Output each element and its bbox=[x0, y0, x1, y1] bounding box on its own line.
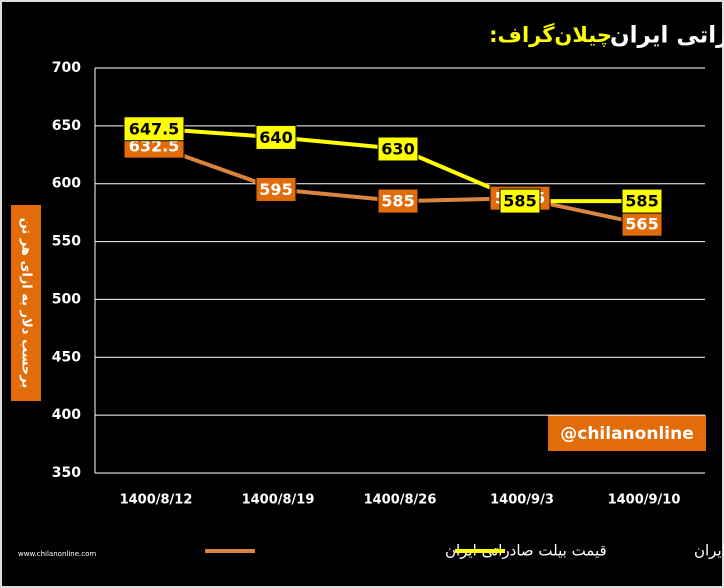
y-tick-label: 700 bbox=[52, 60, 81, 76]
legend-label: قیمت بیلت صادراتی ایران bbox=[445, 542, 607, 560]
y-axis-label: برحسب دلار به ازای هر تن bbox=[19, 218, 34, 389]
value-label-box bbox=[255, 124, 297, 150]
x-tick-label: 1400/8/26 bbox=[364, 493, 437, 508]
value-label-box bbox=[255, 177, 297, 202]
y-tick-label: 600 bbox=[52, 176, 81, 192]
chart-title: روند قیمت فولاد صادراتی ایران bbox=[610, 23, 724, 49]
y-tick-label: 550 bbox=[52, 234, 81, 250]
y-tick-label: 400 bbox=[52, 407, 81, 423]
value-label: 640 bbox=[259, 128, 292, 147]
x-tick-label: 1400/8/19 bbox=[242, 493, 315, 508]
x-tick-label: 1400/9/10 bbox=[608, 493, 681, 508]
value-label-box bbox=[123, 116, 185, 142]
value-label: 595 bbox=[259, 180, 292, 199]
brand: چیلان‌گراف: bbox=[489, 22, 612, 47]
y-tick-label: 500 bbox=[52, 291, 81, 307]
y-label-box bbox=[11, 205, 41, 401]
value-label: 647.5 bbox=[129, 119, 180, 138]
value-label: 585 bbox=[503, 192, 536, 211]
x-tick-label: 1400/9/3 bbox=[490, 493, 554, 508]
y-tick-label: 650 bbox=[52, 118, 81, 134]
watermark: @chilanonline bbox=[560, 424, 693, 444]
value-label: 632.5 bbox=[129, 137, 180, 156]
value-label: 585 bbox=[625, 192, 658, 211]
legend-label: قیمت اسلب صادراتی ایران bbox=[694, 542, 724, 560]
value-label-box bbox=[377, 188, 419, 214]
x-tick-label: 1400/8/12 bbox=[120, 493, 193, 508]
watermark-box bbox=[548, 415, 706, 451]
value-label: 585 bbox=[381, 192, 414, 211]
site-url: www.chilanonline.com bbox=[18, 550, 96, 558]
value-label-box bbox=[499, 188, 541, 214]
value-label-box bbox=[621, 188, 663, 214]
y-tick-label: 350 bbox=[52, 465, 81, 481]
value-label: 565 bbox=[625, 215, 658, 234]
value-label: 630 bbox=[381, 140, 414, 159]
value-label-box bbox=[377, 136, 419, 162]
y-tick-label: 450 bbox=[52, 349, 81, 365]
